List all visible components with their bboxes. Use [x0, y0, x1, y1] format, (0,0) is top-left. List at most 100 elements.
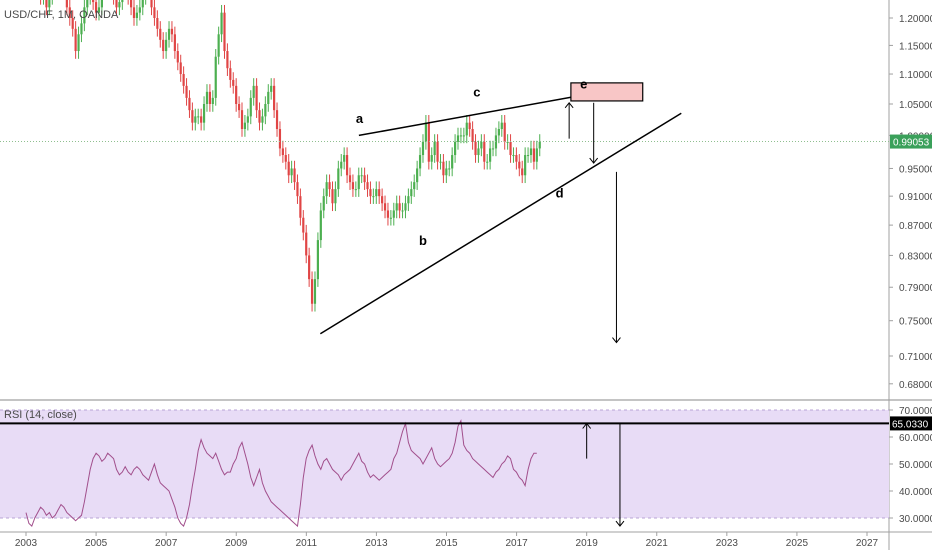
- candle-body: [526, 155, 530, 157]
- arrow-up-main-head: [564, 101, 574, 109]
- candle-body: [305, 232, 308, 256]
- upper-trendline: [358, 89, 608, 137]
- candle-body: [80, 23, 83, 35]
- candle-body: [205, 91, 209, 104]
- price-tick-label: 0.71000: [899, 352, 932, 363]
- candle-body: [153, 7, 156, 18]
- time-tick-label: 2009: [225, 538, 248, 549]
- candle-body: [237, 103, 241, 111]
- candle-body: [372, 196, 375, 198]
- candle-body: [322, 196, 325, 211]
- candle-body: [71, 18, 74, 29]
- candle-body: [456, 135, 460, 142]
- candle-body: [383, 203, 387, 211]
- time-tick-label: 2005: [85, 538, 108, 549]
- candle-body: [316, 240, 319, 280]
- candle-body: [389, 217, 392, 219]
- candle-body: [489, 148, 492, 162]
- candle-body: [188, 97, 191, 111]
- candle-body: [521, 168, 524, 176]
- price-tick-label: 0.68000: [899, 380, 932, 391]
- candle-body: [86, 0, 89, 8]
- candle-body: [284, 155, 287, 162]
- candle-body: [471, 129, 474, 142]
- arrow-down-large-head: [612, 337, 621, 344]
- candle-body: [100, 0, 103, 8]
- price-tick-label: 0.75000: [899, 317, 932, 328]
- candle-body: [194, 116, 197, 123]
- candle-body: [150, 0, 153, 8]
- candle-body: [357, 175, 360, 190]
- candle-body: [252, 85, 255, 98]
- candle-body: [459, 135, 463, 137]
- candle-body: [132, 7, 136, 18]
- candle-body: [483, 141, 486, 162]
- candle-body: [392, 210, 395, 218]
- candle-body: [413, 182, 416, 190]
- candle-body: [445, 168, 448, 176]
- candle-body: [217, 34, 220, 57]
- candle-body: [512, 155, 515, 157]
- candle-body: [275, 110, 279, 130]
- price-tick-label: 1.20000: [899, 14, 932, 25]
- candle-body: [416, 168, 419, 183]
- candle-body: [369, 189, 372, 197]
- candle-body: [477, 148, 480, 156]
- candle-body: [115, 0, 118, 8]
- rsi-legend: RSI (14, close): [4, 409, 77, 421]
- candle-body: [138, 7, 141, 13]
- wave-label-e: e: [580, 77, 587, 92]
- candle-body: [214, 56, 217, 98]
- candle-body: [45, 0, 48, 8]
- candle-body: [404, 203, 407, 211]
- price-tick-label: 0.95000: [899, 164, 932, 175]
- candle-body: [310, 279, 314, 304]
- last-price-label: 0.99053: [893, 138, 930, 149]
- candle-body: [223, 12, 226, 52]
- candle-body: [165, 39, 168, 52]
- candle-body: [273, 85, 276, 111]
- candle-body: [480, 141, 483, 149]
- candle-body: [529, 148, 533, 156]
- candle-body: [532, 148, 536, 162]
- candle-body: [453, 141, 457, 156]
- price-tick-label: 0.87000: [899, 221, 932, 232]
- time-tick-label: 2023: [716, 538, 739, 549]
- candle-body: [185, 85, 188, 98]
- wave-label-b: b: [419, 233, 427, 248]
- candle-body: [433, 141, 436, 156]
- candle-body: [334, 189, 337, 204]
- candle-body: [200, 116, 203, 123]
- candle-body: [293, 168, 296, 183]
- candle-body: [363, 175, 366, 183]
- price-tick-label: 1.05000: [899, 100, 932, 111]
- candle-body: [395, 203, 398, 211]
- price-tick-label: 0.91000: [899, 192, 932, 203]
- rsi-tick-label: 70.0000: [899, 406, 932, 417]
- candle-body: [308, 255, 311, 280]
- candle-body: [249, 97, 252, 117]
- candle-body: [296, 182, 299, 197]
- candle-body: [398, 203, 401, 211]
- candle-body: [354, 189, 357, 191]
- candle-body: [290, 168, 293, 176]
- candle-body: [500, 122, 503, 130]
- candle-body: [173, 34, 176, 52]
- candle-body: [503, 122, 506, 142]
- candle-body: [243, 122, 247, 130]
- rsi-tick-label: 60.0000: [899, 433, 932, 444]
- candle-body: [141, 0, 144, 8]
- candle-body: [167, 28, 171, 40]
- rsi-tick-label: 40.0000: [899, 487, 932, 498]
- time-tick-label: 2025: [786, 538, 809, 549]
- candle-body: [162, 39, 165, 52]
- candle-body: [451, 155, 454, 169]
- candle-body: [68, 7, 71, 18]
- candle-body: [421, 141, 425, 156]
- candle-body: [129, 0, 133, 8]
- candle-body: [474, 141, 477, 156]
- candle-body: [348, 175, 352, 183]
- time-tick-label: 2013: [365, 538, 388, 549]
- candle-body: [378, 189, 381, 197]
- candle-body: [430, 155, 433, 162]
